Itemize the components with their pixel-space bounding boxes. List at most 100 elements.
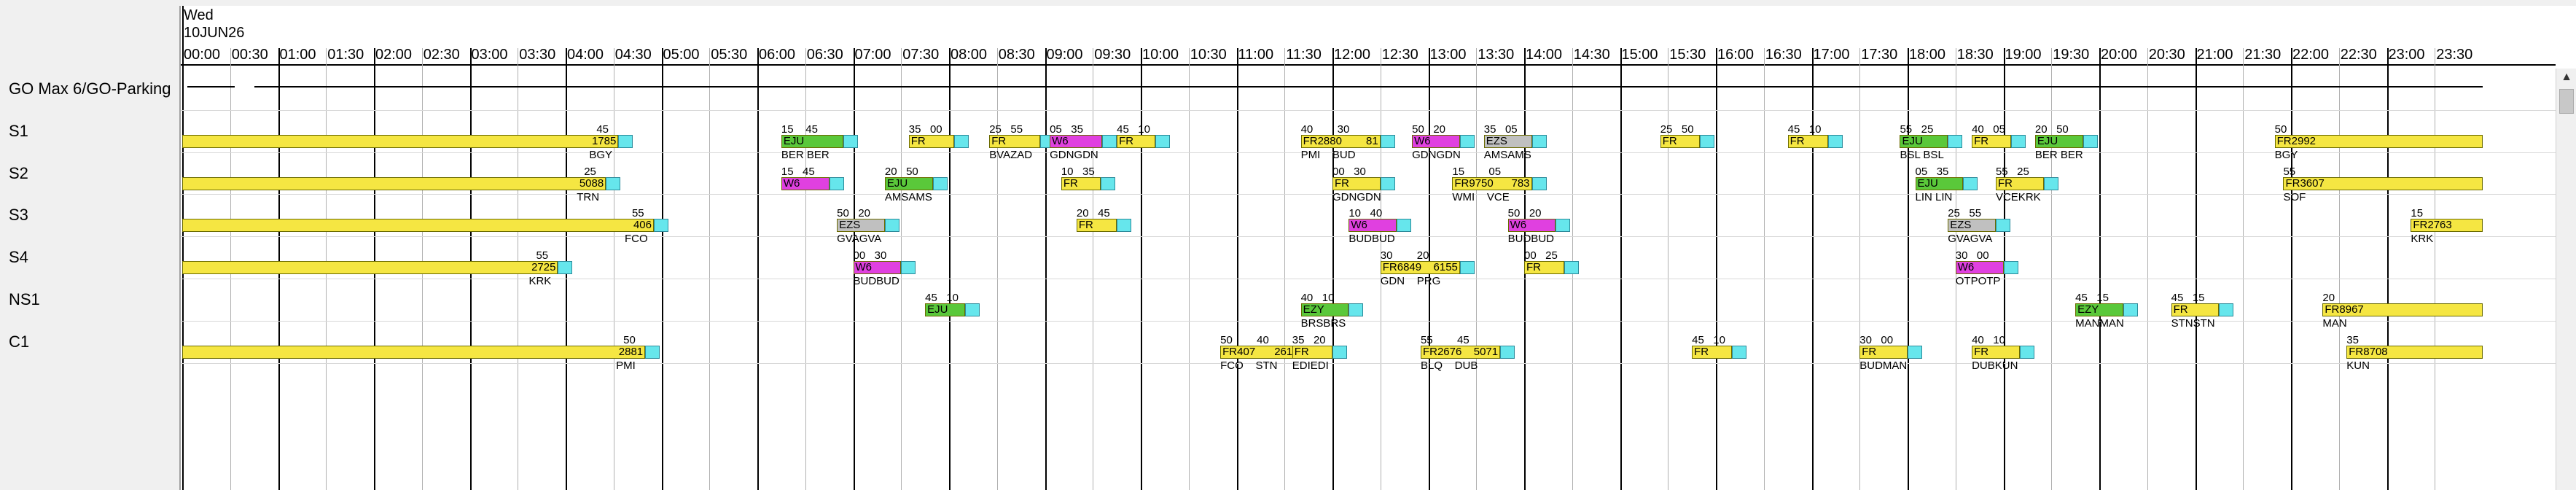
turnaround-bar[interactable]: FR: [1972, 134, 2011, 148]
turnaround-bar[interactable]: EZY: [1300, 303, 1349, 316]
turnaround-bar[interactable]: FR: [1972, 345, 2020, 359]
turnaround-bar[interactable]: W6: [1050, 134, 1103, 148]
airport-label: WMI VCE: [1452, 190, 1510, 203]
buffer-block: [1332, 345, 1347, 359]
airport-label: MANMAN: [2075, 317, 2124, 330]
flight-code: EJU: [927, 303, 948, 316]
flight-code: FR: [1974, 134, 1989, 147]
buffer-block: [2083, 134, 2098, 148]
turnaround-bar[interactable]: FR407 2619: [1220, 345, 1301, 359]
turnaround-bar[interactable]: 406: [182, 219, 654, 233]
minutes-label: 35 05: [1483, 122, 1518, 136]
airport-label: GDNGDN: [1332, 190, 1381, 203]
turnaround-bar[interactable]: FR: [1061, 176, 1101, 190]
turnaround-bar[interactable]: FR2992: [2274, 134, 2483, 148]
turnaround-bar[interactable]: FR: [1692, 345, 1733, 359]
turnaround-bar[interactable]: FR: [908, 134, 954, 148]
turnaround-bar[interactable]: W6: [1507, 219, 1556, 233]
vertical-scrollbar[interactable]: ▲: [2556, 69, 2576, 490]
turnaround-bar[interactable]: FR9750 783: [1452, 176, 1532, 190]
turnaround-bar[interactable]: EJU: [925, 303, 966, 316]
scroll-up-icon[interactable]: ▲: [2561, 71, 2572, 83]
turnaround-bar[interactable]: FR3607: [2283, 176, 2483, 190]
grid-line: [1188, 48, 1190, 490]
buffer-block: [1531, 134, 1547, 148]
grid-line: [1908, 48, 1909, 490]
minutes-label: 25 50: [1660, 122, 1694, 136]
turnaround-bar[interactable]: FR: [1076, 219, 1117, 233]
airport-label: STNSTN: [2171, 317, 2215, 330]
turnaround-bar[interactable]: FR: [1117, 134, 1155, 148]
turnaround-bar[interactable]: EZY: [2075, 303, 2123, 316]
turnaround-bar[interactable]: FR: [1859, 345, 1908, 359]
flight-code: EZS: [1950, 219, 1972, 232]
turnaround-bar[interactable]: 1785: [182, 134, 619, 148]
minutes-label: 15 45: [781, 165, 815, 178]
turnaround-bar[interactable]: EJU: [884, 176, 933, 190]
turnaround-bar[interactable]: FR: [2171, 303, 2220, 316]
turnaround-bar[interactable]: EZS: [1948, 219, 1996, 233]
turnaround-bar[interactable]: FR: [1292, 345, 1332, 359]
time-label: 02:00: [375, 47, 413, 63]
minutes-label: 50: [623, 333, 636, 346]
turnaround-bar[interactable]: 2881: [182, 345, 646, 359]
minutes-label: 40 10: [1300, 292, 1335, 304]
flight-code: FR2992: [2276, 134, 2317, 147]
buffer-block: [1531, 176, 1547, 190]
row-separator: [181, 320, 2556, 322]
grid-line: [996, 48, 998, 490]
turnaround-bar[interactable]: FR: [1524, 261, 1565, 275]
turnaround-bar[interactable]: FR: [1660, 134, 1700, 148]
turnaround-bar[interactable]: W6: [1412, 134, 1460, 148]
turnaround-bar[interactable]: FR2880 81: [1300, 134, 1381, 148]
airport-label: DUBKUN: [1972, 359, 2018, 372]
turnaround-bar[interactable]: FR: [1995, 176, 2044, 190]
time-label: 05:30: [711, 47, 748, 63]
turnaround-bar[interactable]: 5088: [182, 176, 606, 190]
flight-code: EZY: [1303, 303, 1324, 316]
time-label: 19:00: [2005, 47, 2042, 63]
buffer-block: [2019, 345, 2034, 359]
buffer-block: [1948, 134, 1963, 148]
turnaround-bar[interactable]: FR8967: [2322, 303, 2483, 316]
turnaround-bar[interactable]: FR2676 5071: [1420, 345, 1501, 359]
turnaround-bar[interactable]: FR: [989, 134, 1040, 148]
turnaround-bar[interactable]: EJU: [1900, 134, 1948, 148]
turnaround-bar[interactable]: 2725: [182, 261, 558, 275]
row-header-pane: [0, 6, 181, 490]
turnaround-bar[interactable]: FR: [1787, 134, 1828, 148]
buffer-block: [901, 261, 916, 275]
turnaround-bar[interactable]: FR8708: [2346, 345, 2483, 359]
grid-line: [1045, 48, 1047, 490]
minutes-label: 20 45: [1076, 207, 1110, 220]
airport-label: AMSAMS: [1483, 148, 1531, 161]
timeline-header: Wed 10JUN26: [181, 6, 2556, 69]
flight-code: FR2763: [2413, 219, 2452, 232]
airport-label: PMI BUD: [1300, 148, 1356, 161]
turnaround-bar[interactable]: EJU: [781, 134, 844, 148]
buffer-block: [1827, 134, 1843, 148]
turnaround-bar[interactable]: FR: [1332, 176, 1381, 190]
flight-number: 5071: [1473, 345, 1499, 358]
row-separator: [181, 152, 2556, 153]
minutes-label: 50 20: [1412, 122, 1446, 136]
airport-label: BSL BSL: [1900, 148, 1944, 161]
turnaround-bar[interactable]: FR6849 6155: [1380, 261, 1460, 275]
grid-line: [2099, 48, 2101, 490]
turnaround-bar[interactable]: EZS: [837, 219, 885, 233]
scroll-thumb[interactable]: [2559, 89, 2574, 114]
turnaround-bar[interactable]: W6: [781, 176, 830, 190]
turnaround-bar[interactable]: FR2763: [2411, 219, 2483, 233]
turnaround-bar[interactable]: W6: [853, 261, 902, 275]
time-label: 10:30: [1190, 47, 1227, 63]
minutes-label: 55: [536, 249, 549, 262]
row-label-c1: C1: [9, 332, 30, 351]
flight-code: W6: [1957, 261, 1975, 274]
turnaround-bar[interactable]: EJU: [2034, 134, 2083, 148]
buffer-block: [1155, 134, 1170, 148]
turnaround-bar[interactable]: W6: [1349, 219, 1397, 233]
turnaround-bar[interactable]: EJU: [1915, 176, 1964, 190]
airport-label: BUDMAN: [1859, 359, 1908, 372]
turnaround-bar[interactable]: W6: [1955, 261, 2004, 275]
turnaround-bar[interactable]: EZS: [1483, 134, 1532, 148]
